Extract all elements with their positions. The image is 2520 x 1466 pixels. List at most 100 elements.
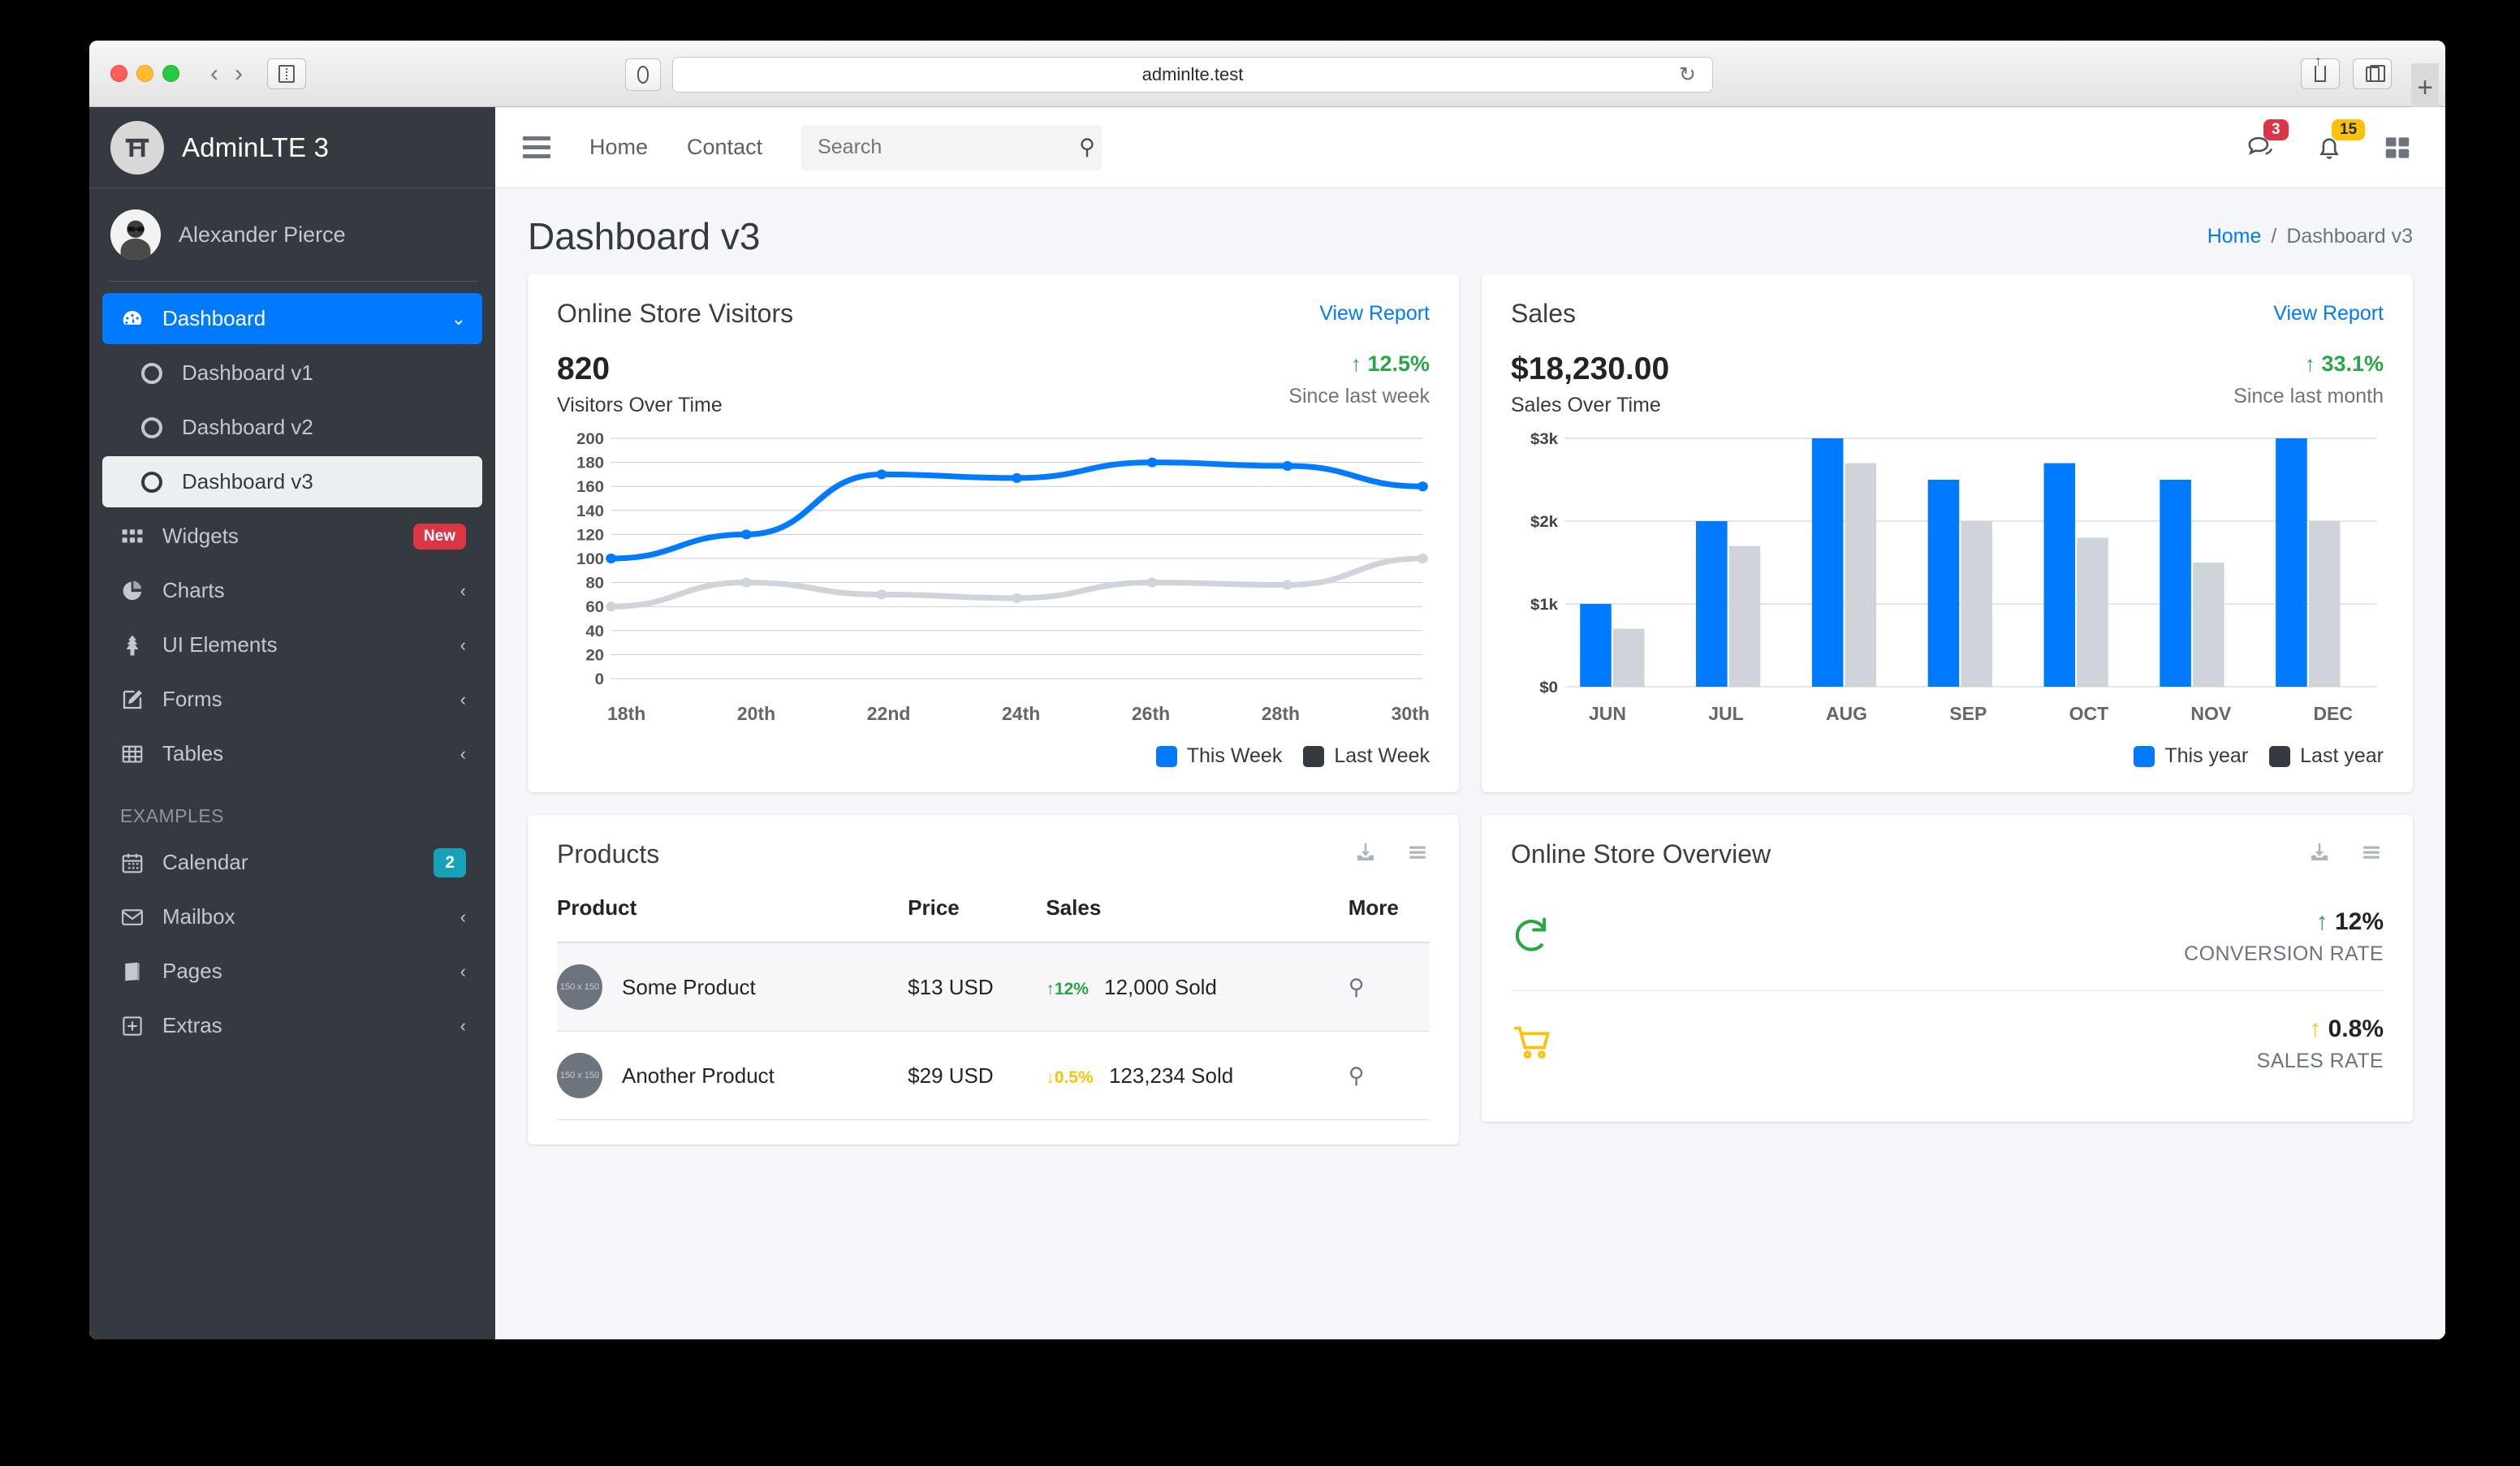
maximize-window-button[interactable] (162, 65, 179, 82)
sidebar-item-ui-elements[interactable]: UI Elements ‹ (102, 619, 482, 670)
sidebar-item-label: Dashboard v3 (182, 469, 313, 494)
window-controls[interactable] (110, 65, 179, 82)
url-bar[interactable]: adminlte.test ↻ (672, 57, 1713, 93)
close-window-button[interactable] (110, 65, 127, 82)
bell-icon (2319, 138, 2339, 159)
visitors-line-chart: 0 20 40 60 80 100 120 140 160 180 200 (557, 430, 1430, 698)
sidebar-item-calendar[interactable]: Calendar 2 (102, 837, 482, 888)
messages-badge: 3 (2263, 119, 2289, 140)
sidebar-item-label: Forms (162, 687, 222, 711)
sidebar-toggle-icon[interactable] (267, 58, 306, 89)
legend-label: This year (2164, 744, 2249, 767)
circle-o-icon (138, 416, 166, 438)
messages-button[interactable]: 3 (2246, 119, 2289, 163)
column-header: More (1348, 884, 1430, 943)
navbar-link-home[interactable]: Home (589, 135, 649, 159)
new-tab-button[interactable]: + (2411, 63, 2439, 112)
search-icon[interactable]: ⚲ (1348, 1063, 1365, 1088)
sidebar-item-label: Extras (162, 1013, 222, 1037)
search-icon[interactable]: ⚲ (1079, 135, 1095, 159)
search-icon[interactable]: ⚲ (1348, 974, 1365, 999)
search-input[interactable] (818, 136, 1080, 159)
status-badge: New (412, 523, 466, 550)
plus-square-icon (119, 1014, 146, 1038)
chevron-left-icon[interactable]: ‹ (460, 580, 466, 601)
adminlte-logo-icon (110, 120, 164, 175)
chevron-left-icon[interactable]: ‹ (460, 743, 466, 764)
visitors-card: Online Store Visitors View Report 820 Vi… (528, 274, 1459, 792)
overview-label: CONVERSION RATE (2184, 942, 2384, 965)
hamburger-icon[interactable] (523, 136, 550, 158)
navbar-link-contact[interactable]: Contact (687, 135, 763, 159)
reload-icon[interactable]: ↻ (1679, 63, 1696, 86)
brand-title: AdminLTE 3 (182, 132, 330, 162)
svg-text:$1k: $1k (1530, 597, 1558, 614)
sidebar-item-dashboard-v3[interactable]: Dashboard v3 (102, 456, 482, 507)
x-tick-label: 26th (1131, 703, 1171, 724)
shield-icon[interactable] (625, 58, 661, 91)
chevron-left-icon[interactable]: ‹ (460, 1015, 466, 1036)
pie-chart-icon (119, 579, 146, 603)
minimize-window-button[interactable] (136, 65, 153, 82)
forward-arrow-icon[interactable]: › (235, 59, 243, 87)
overview-row-conversion: ↑ 12% CONVERSION RATE (1511, 884, 2384, 990)
fullscreen-button[interactable] (2382, 132, 2413, 163)
envelope-icon (119, 905, 146, 929)
chevron-down-icon[interactable]: ⌄ (451, 308, 466, 329)
bars-icon[interactable] (1405, 840, 1430, 869)
back-arrow-icon[interactable]: ‹ (210, 59, 218, 87)
svg-text:80: 80 (585, 575, 604, 592)
sidebar-item-forms[interactable]: Forms ‹ (102, 674, 482, 725)
sidebar-item-widgets[interactable]: Widgets New (102, 511, 482, 562)
sidebar-brand[interactable]: AdminLTE 3 (89, 107, 495, 188)
visitors-value-label: Visitors Over Time (557, 394, 723, 416)
sidebar-item-label: Calendar (162, 850, 248, 874)
card-title: Sales (1511, 299, 1577, 328)
sidebar-item-charts[interactable]: Charts ‹ (102, 565, 482, 616)
download-icon[interactable] (2307, 840, 2332, 869)
view-report-link[interactable]: View Report (1319, 302, 1430, 325)
content-body: Online Store Visitors View Report 820 Vi… (495, 274, 2445, 1339)
breadcrumb-home[interactable]: Home (2207, 224, 2262, 248)
navigation-arrows[interactable]: ‹ › (204, 60, 249, 88)
search-box[interactable]: ⚲ (801, 124, 1102, 170)
sidebar-item-dashboard-v2[interactable]: Dashboard v2 (102, 402, 482, 453)
sidebar-item-dashboard[interactable]: Dashboard ⌄ (102, 293, 482, 344)
sidebar-item-label: UI Elements (162, 632, 278, 657)
product-price: $29 USD (908, 1031, 1046, 1120)
tabs-overview-icon[interactable] (2353, 58, 2392, 89)
sidebar-item-tables[interactable]: Tables ‹ (102, 728, 482, 779)
page-viewport: AdminLTE 3 Alexander Pierce (89, 107, 2445, 1339)
sidebar-item-pages[interactable]: Pages ‹ (102, 946, 482, 997)
table-header-row: Product Price Sales More (557, 884, 1430, 943)
shopping-cart-icon (1511, 1021, 1553, 1067)
edit-icon (119, 688, 146, 712)
sidebar-item-mailbox[interactable]: Mailbox ‹ (102, 891, 482, 942)
chevron-left-icon[interactable]: ‹ (460, 906, 466, 927)
legend-swatch (2269, 745, 2291, 767)
bars-icon[interactable] (2359, 840, 2384, 869)
sidebar-item-label: Tables (162, 741, 224, 765)
product-sales: 123,234 Sold (1108, 1063, 1234, 1088)
url-text: adminlte.test (1141, 64, 1244, 84)
chevron-left-icon[interactable]: ‹ (460, 634, 466, 655)
sidebar-item-dashboard-v1[interactable]: Dashboard v1 (102, 347, 482, 399)
svg-text:0: 0 (595, 671, 604, 688)
content-wrapper: Home Contact ⚲ 3 (495, 107, 2445, 1339)
table-row[interactable]: 150 x 150 Some Product $13 USD ↑12% (557, 942, 1430, 1032)
share-icon[interactable] (2301, 53, 2340, 89)
view-report-link[interactable]: View Report (2273, 302, 2384, 325)
legend-label: Last year (2300, 744, 2384, 767)
chevron-left-icon[interactable]: ‹ (460, 688, 466, 709)
table-row[interactable]: 150 x 150 Another Product $29 USD ↓0.5% (557, 1031, 1430, 1120)
sidebar-item-label: Dashboard v2 (182, 415, 313, 439)
notifications-button[interactable]: 15 (2314, 119, 2366, 163)
chevron-left-icon[interactable]: ‹ (460, 960, 466, 981)
card-title: Products (557, 839, 660, 869)
overview-value: 0.8% (2328, 1015, 2384, 1042)
download-icon[interactable] (1353, 840, 1378, 869)
product-thumbnail: 150 x 150 (557, 1053, 602, 1098)
x-tick-label: 18th (607, 703, 646, 724)
user-panel[interactable]: Alexander Pierce (89, 188, 495, 281)
sidebar-item-extras[interactable]: Extras ‹ (102, 1000, 482, 1051)
